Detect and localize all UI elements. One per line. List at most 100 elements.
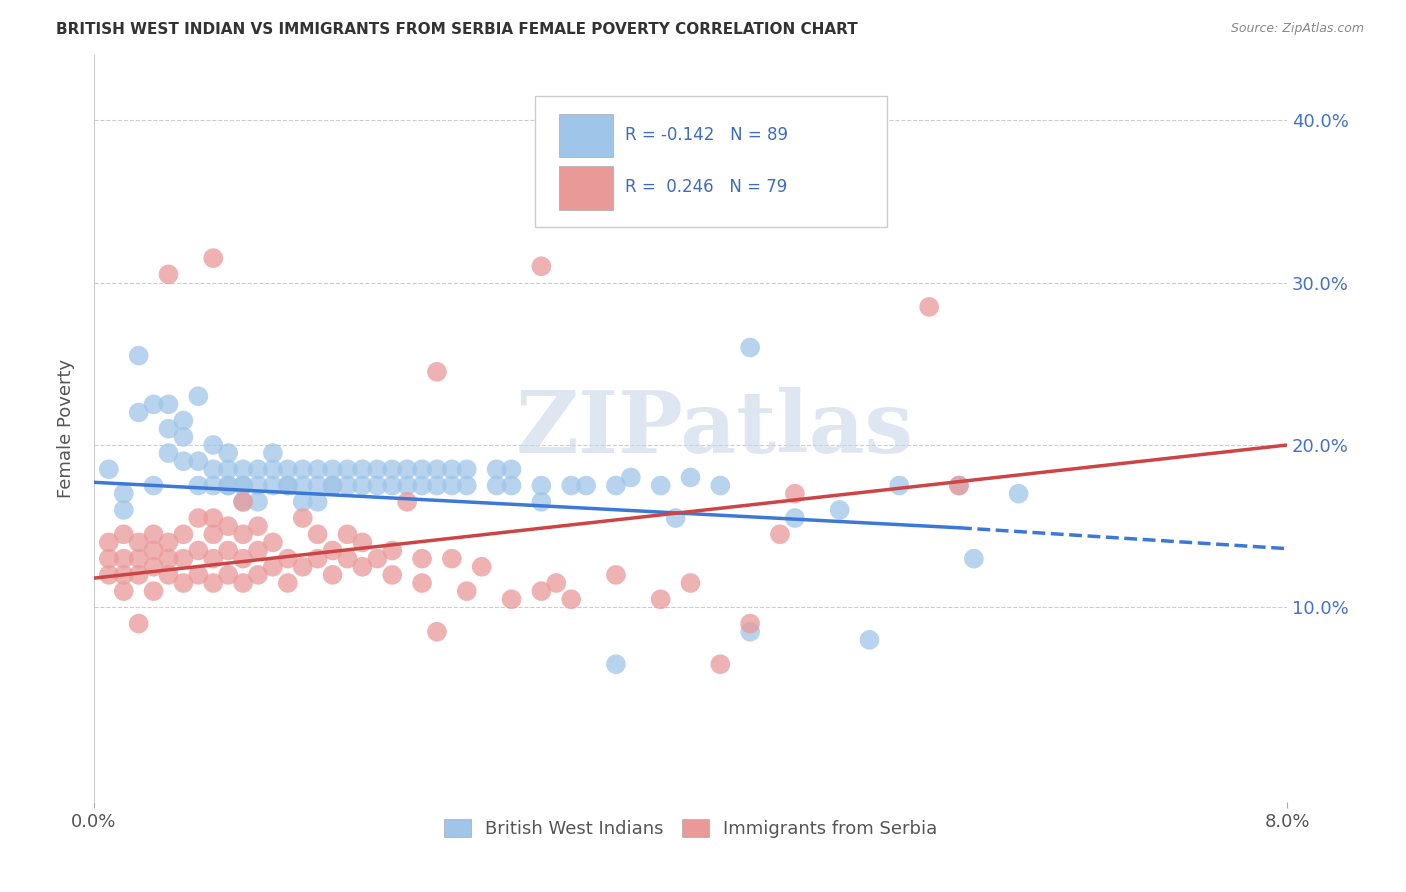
Point bbox=[232, 527, 254, 541]
Point bbox=[172, 551, 194, 566]
Point bbox=[530, 478, 553, 492]
Point bbox=[112, 503, 135, 517]
Point bbox=[217, 519, 239, 533]
Point bbox=[740, 341, 762, 355]
Point bbox=[291, 511, 314, 525]
Point bbox=[411, 551, 433, 566]
Point bbox=[605, 478, 627, 492]
Point bbox=[262, 462, 284, 476]
Point bbox=[336, 478, 359, 492]
Point bbox=[157, 567, 180, 582]
Point bbox=[575, 478, 598, 492]
Point bbox=[277, 478, 299, 492]
Point bbox=[262, 559, 284, 574]
Point bbox=[232, 495, 254, 509]
Point bbox=[217, 543, 239, 558]
Point bbox=[232, 551, 254, 566]
Point bbox=[322, 478, 344, 492]
Point bbox=[426, 365, 449, 379]
Point bbox=[262, 446, 284, 460]
Point bbox=[112, 567, 135, 582]
Point bbox=[142, 543, 165, 558]
Point bbox=[501, 478, 523, 492]
Point bbox=[172, 576, 194, 591]
Point bbox=[128, 567, 150, 582]
Point bbox=[456, 584, 478, 599]
Point bbox=[246, 567, 269, 582]
Point bbox=[620, 470, 643, 484]
Text: Source: ZipAtlas.com: Source: ZipAtlas.com bbox=[1230, 22, 1364, 36]
Point bbox=[456, 478, 478, 492]
FancyBboxPatch shape bbox=[560, 114, 613, 158]
Point bbox=[650, 592, 672, 607]
Point bbox=[277, 576, 299, 591]
Point bbox=[217, 478, 239, 492]
Point bbox=[426, 478, 449, 492]
Point bbox=[97, 535, 120, 549]
Point bbox=[112, 527, 135, 541]
Point bbox=[202, 251, 225, 265]
Point bbox=[440, 478, 463, 492]
Point bbox=[381, 478, 404, 492]
Y-axis label: Female Poverty: Female Poverty bbox=[58, 359, 75, 499]
Point bbox=[769, 527, 792, 541]
Point bbox=[202, 478, 225, 492]
Point bbox=[172, 414, 194, 428]
Point bbox=[322, 543, 344, 558]
Point bbox=[352, 462, 374, 476]
Point bbox=[366, 551, 388, 566]
Point bbox=[440, 551, 463, 566]
Point bbox=[232, 478, 254, 492]
Point bbox=[560, 478, 582, 492]
Point bbox=[246, 543, 269, 558]
Text: ZIPatlas: ZIPatlas bbox=[516, 387, 914, 471]
Point bbox=[172, 430, 194, 444]
Point bbox=[783, 486, 806, 500]
Point bbox=[440, 462, 463, 476]
Point bbox=[1007, 486, 1029, 500]
Point bbox=[352, 559, 374, 574]
Point bbox=[157, 551, 180, 566]
Point bbox=[889, 478, 911, 492]
Point bbox=[232, 478, 254, 492]
Point bbox=[142, 527, 165, 541]
Point bbox=[291, 478, 314, 492]
Point bbox=[501, 462, 523, 476]
Point bbox=[157, 446, 180, 460]
Point bbox=[396, 462, 419, 476]
Point bbox=[232, 462, 254, 476]
Point bbox=[322, 567, 344, 582]
Point bbox=[858, 632, 880, 647]
Point bbox=[142, 584, 165, 599]
Point bbox=[232, 495, 254, 509]
Point bbox=[217, 446, 239, 460]
Point bbox=[172, 527, 194, 541]
Point bbox=[411, 576, 433, 591]
Point bbox=[948, 478, 970, 492]
Point bbox=[307, 462, 329, 476]
Point bbox=[501, 592, 523, 607]
Text: R =  0.246   N = 79: R = 0.246 N = 79 bbox=[624, 178, 787, 196]
Point bbox=[112, 584, 135, 599]
Point bbox=[128, 535, 150, 549]
Point bbox=[605, 567, 627, 582]
Point bbox=[381, 462, 404, 476]
Point bbox=[560, 592, 582, 607]
Legend: British West Indians, Immigrants from Serbia: British West Indians, Immigrants from Se… bbox=[436, 812, 945, 846]
Point bbox=[605, 657, 627, 672]
Point bbox=[217, 478, 239, 492]
Point bbox=[246, 495, 269, 509]
Point bbox=[530, 584, 553, 599]
Point bbox=[246, 462, 269, 476]
Point bbox=[142, 559, 165, 574]
Point bbox=[246, 478, 269, 492]
Point bbox=[352, 478, 374, 492]
Point bbox=[277, 462, 299, 476]
Point bbox=[336, 527, 359, 541]
Point bbox=[202, 527, 225, 541]
Point bbox=[336, 462, 359, 476]
Point bbox=[246, 519, 269, 533]
FancyBboxPatch shape bbox=[560, 167, 613, 210]
Point bbox=[202, 438, 225, 452]
Point bbox=[128, 405, 150, 419]
